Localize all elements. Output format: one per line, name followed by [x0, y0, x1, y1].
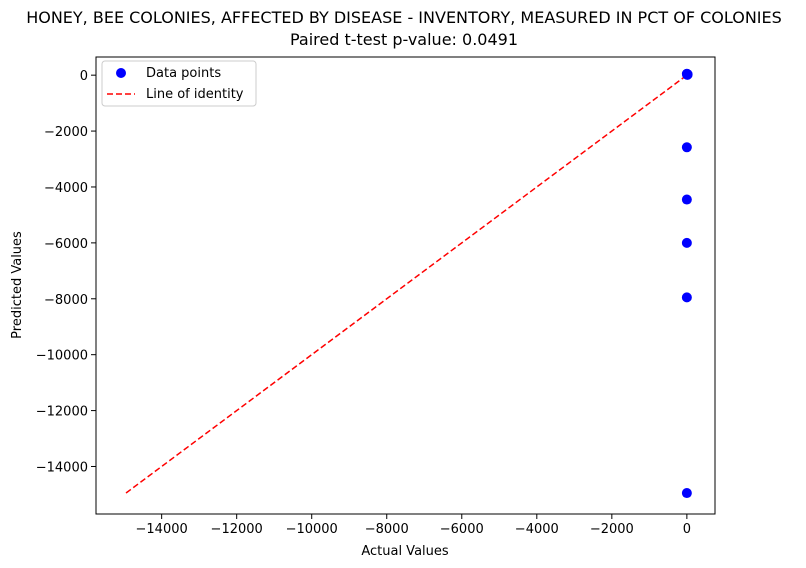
x-axis: −14000 −12000 −10000 −8000 −6000 −4000 −2000 0 — [136, 514, 691, 537]
y-tick-label: −12000 — [36, 405, 88, 420]
y-tick-label: −4000 — [44, 181, 88, 196]
data-point — [682, 69, 693, 80]
y-tick-label: −8000 — [44, 293, 88, 308]
chart-subtitle: Paired t-test p-value: 0.0491 — [290, 30, 518, 49]
data-point — [681, 194, 692, 205]
x-tick-label: −2000 — [590, 522, 634, 537]
x-tick-label: −6000 — [440, 522, 484, 537]
data-point — [681, 237, 692, 248]
x-tick-label: −14000 — [136, 522, 188, 537]
y-tick-label: −6000 — [44, 237, 88, 252]
legend-box — [101, 60, 257, 107]
identity-line — [125, 73, 690, 494]
chart-title: HONEY, BEE COLONIES, AFFECTED BY DISEASE… — [26, 8, 782, 27]
x-tick-label: −12000 — [211, 522, 263, 537]
x-tick-label: 0 — [683, 522, 691, 537]
legend-label-line-of-identity: Line of identity — [146, 87, 244, 102]
legend-marker-data-points — [116, 68, 126, 78]
legend-label-data-points: Data points — [146, 66, 221, 81]
x-tick-label: −8000 — [365, 522, 409, 537]
y-tick-label: −10000 — [36, 349, 88, 364]
x-axis-label: Actual Values — [361, 544, 449, 559]
y-tick-label: −2000 — [44, 125, 88, 140]
legend: Data points Line of identity — [101, 60, 257, 107]
x-tick-label: −4000 — [515, 522, 559, 537]
y-axis-label: Predicted Values — [10, 231, 25, 339]
data-point — [681, 142, 692, 153]
plot-frame — [95, 56, 716, 515]
y-axis: 0 −2000 −4000 −6000 −8000 −10000 −12000 −14000 — [36, 69, 96, 475]
y-tick-label: −14000 — [36, 460, 88, 475]
y-tick-label: 0 — [80, 69, 88, 84]
x-tick-label: −10000 — [286, 522, 338, 537]
data-point — [681, 292, 692, 303]
data-point — [681, 488, 692, 499]
plot-area — [125, 68, 693, 499]
